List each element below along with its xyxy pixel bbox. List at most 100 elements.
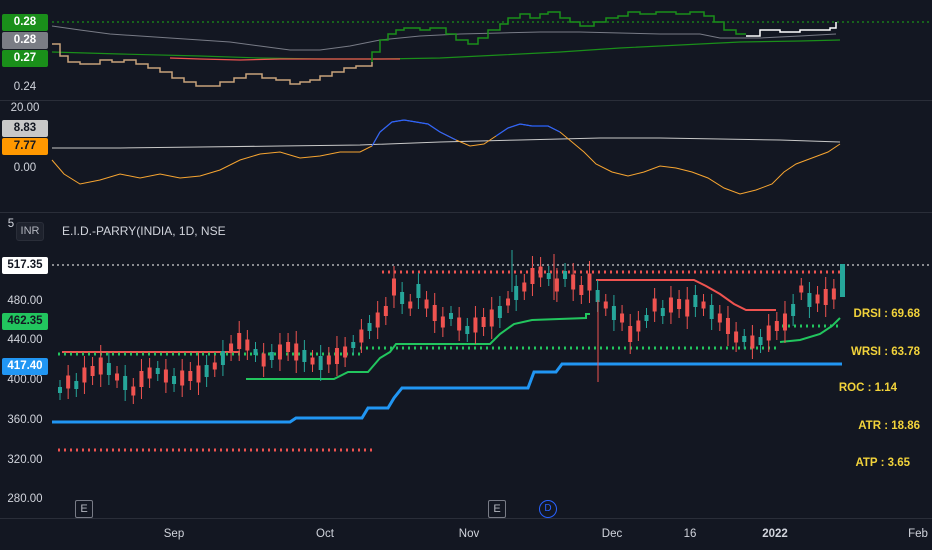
candle-body bbox=[782, 313, 787, 331]
candle-body bbox=[220, 351, 225, 365]
pane1-value-tag: 0.28 bbox=[2, 32, 48, 49]
candle-body bbox=[538, 266, 543, 278]
roc-readout: ROC : 1.14 bbox=[838, 382, 897, 394]
candle-body bbox=[644, 315, 649, 321]
candle-body bbox=[90, 366, 95, 376]
candle-body bbox=[840, 264, 845, 297]
candle-body bbox=[286, 342, 291, 352]
time-axis-label: Nov bbox=[458, 528, 480, 540]
symbol-title[interactable]: E.I.D.-PARRY(INDIA, 1D, NSE bbox=[62, 224, 226, 238]
pane3-axis-tick: 320.00 bbox=[7, 454, 43, 466]
earnings-event-marker[interactable]: E bbox=[488, 500, 506, 518]
candle-body bbox=[155, 368, 160, 374]
candle-body bbox=[587, 273, 592, 291]
candle-body bbox=[424, 299, 429, 309]
time-axis-border bbox=[0, 518, 932, 519]
green-trail-line bbox=[246, 313, 590, 380]
candle-body bbox=[457, 317, 462, 331]
time-axis-label: Feb bbox=[908, 528, 928, 540]
currency-button[interactable]: INR bbox=[16, 222, 44, 241]
pane2-axis-tick: 0.00 bbox=[13, 162, 37, 174]
pane-3-lines bbox=[52, 264, 932, 452]
candle-body bbox=[359, 329, 364, 343]
candle-body bbox=[131, 386, 136, 396]
candle-body bbox=[611, 306, 616, 320]
candle-body bbox=[367, 323, 372, 331]
pane2-blue-segment-1 bbox=[371, 119, 457, 147]
candle-body bbox=[481, 317, 486, 327]
candle-body bbox=[400, 292, 405, 304]
candle-body bbox=[245, 339, 250, 351]
candle-body bbox=[229, 343, 234, 353]
candle-body bbox=[815, 294, 820, 304]
candle-body bbox=[489, 309, 494, 327]
pane2-axis-tick: 20.00 bbox=[10, 102, 40, 114]
candle-body bbox=[416, 284, 421, 298]
candle-body bbox=[212, 362, 217, 370]
candle-body bbox=[677, 299, 682, 309]
candle-body bbox=[123, 376, 128, 390]
candle-body bbox=[807, 293, 812, 307]
pane1-axis-tick: 0.24 bbox=[13, 81, 37, 93]
candle-body bbox=[269, 352, 274, 360]
pane1-green-step bbox=[371, 11, 746, 62]
atr-readout: ATR : 18.86 bbox=[858, 420, 920, 432]
candle-body bbox=[408, 301, 413, 309]
candle-body bbox=[294, 343, 299, 361]
blue-line-tag: 417.40 bbox=[2, 358, 48, 375]
candle-body bbox=[253, 349, 258, 355]
price-candles bbox=[58, 250, 845, 404]
pane3-axis-tick: 280.00 bbox=[7, 493, 43, 505]
earnings-event-marker[interactable]: E bbox=[75, 500, 93, 518]
drsi-readout: DRSI : 69.68 bbox=[853, 308, 920, 320]
pane3-axis-tick: 360.00 bbox=[7, 414, 43, 426]
pane2-orange-line bbox=[51, 119, 841, 195]
candle-body bbox=[774, 321, 779, 331]
candle-body bbox=[465, 326, 470, 334]
time-axis-label: 2022 bbox=[762, 528, 788, 540]
candle-body bbox=[742, 336, 747, 342]
candle-body bbox=[660, 308, 665, 316]
time-axis-label: 16 bbox=[683, 528, 697, 540]
candle-body bbox=[628, 326, 633, 342]
pane3-axis-tick: 5 bbox=[7, 218, 15, 230]
candle-body bbox=[334, 348, 339, 364]
candle-body bbox=[563, 271, 568, 279]
candle-body bbox=[139, 371, 144, 387]
pane3-axis-tick: 400.00 bbox=[7, 374, 43, 386]
candle-body bbox=[554, 278, 559, 292]
candle-body bbox=[546, 273, 551, 279]
candle-body bbox=[147, 367, 152, 379]
candle-body bbox=[391, 278, 396, 296]
dividend-event-marker[interactable]: D bbox=[539, 500, 557, 518]
pane-1-lines bbox=[51, 11, 932, 87]
candle-body bbox=[530, 268, 535, 284]
candle-body bbox=[58, 387, 62, 393]
candle-body bbox=[791, 304, 796, 316]
candle-body bbox=[636, 320, 641, 332]
pane2-value-tag: 8.83 bbox=[2, 120, 48, 137]
candle-body bbox=[188, 371, 193, 381]
wrsi-readout: WRSI : 63.78 bbox=[850, 346, 920, 358]
candle-body bbox=[106, 363, 111, 375]
candle-body bbox=[766, 325, 771, 341]
candle-body bbox=[432, 305, 437, 321]
candle-body bbox=[514, 286, 519, 300]
candle-body bbox=[82, 367, 87, 383]
pane1-value-tag: 0.28 bbox=[2, 14, 48, 31]
pane1-white-step bbox=[746, 22, 837, 37]
candle-body bbox=[310, 357, 315, 365]
candle-body bbox=[237, 333, 242, 349]
candle-body bbox=[277, 344, 282, 360]
candle-body bbox=[758, 337, 763, 345]
candle-body bbox=[74, 381, 79, 389]
pane-2-lines bbox=[51, 119, 841, 195]
candle-body bbox=[163, 369, 168, 383]
pane-separator[interactable] bbox=[0, 212, 932, 213]
candle-body bbox=[799, 285, 804, 293]
blue-support-line bbox=[52, 362, 842, 424]
candle-body bbox=[595, 290, 600, 302]
pane-separator[interactable] bbox=[0, 100, 932, 101]
time-axis-label: Oct bbox=[316, 528, 334, 540]
